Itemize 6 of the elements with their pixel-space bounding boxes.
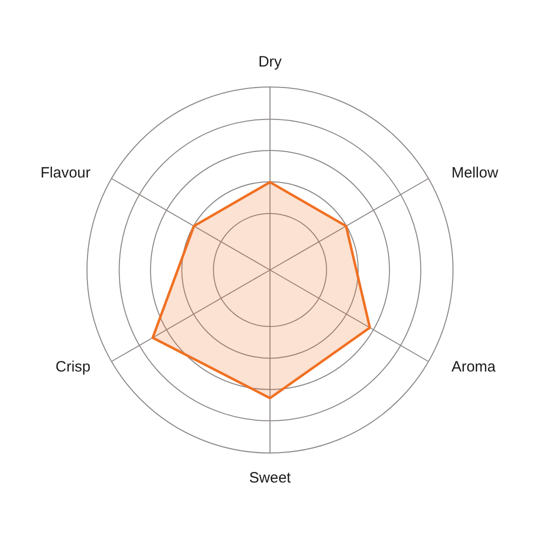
spoke-label: Mellow (451, 164, 498, 182)
spoke-label: Crisp (56, 358, 91, 376)
spoke-label: Dry (258, 54, 282, 70)
spoke-label: Sweet (249, 470, 292, 486)
spoke-label: Aroma (451, 358, 496, 376)
spoke-label: Flavour (40, 164, 91, 182)
